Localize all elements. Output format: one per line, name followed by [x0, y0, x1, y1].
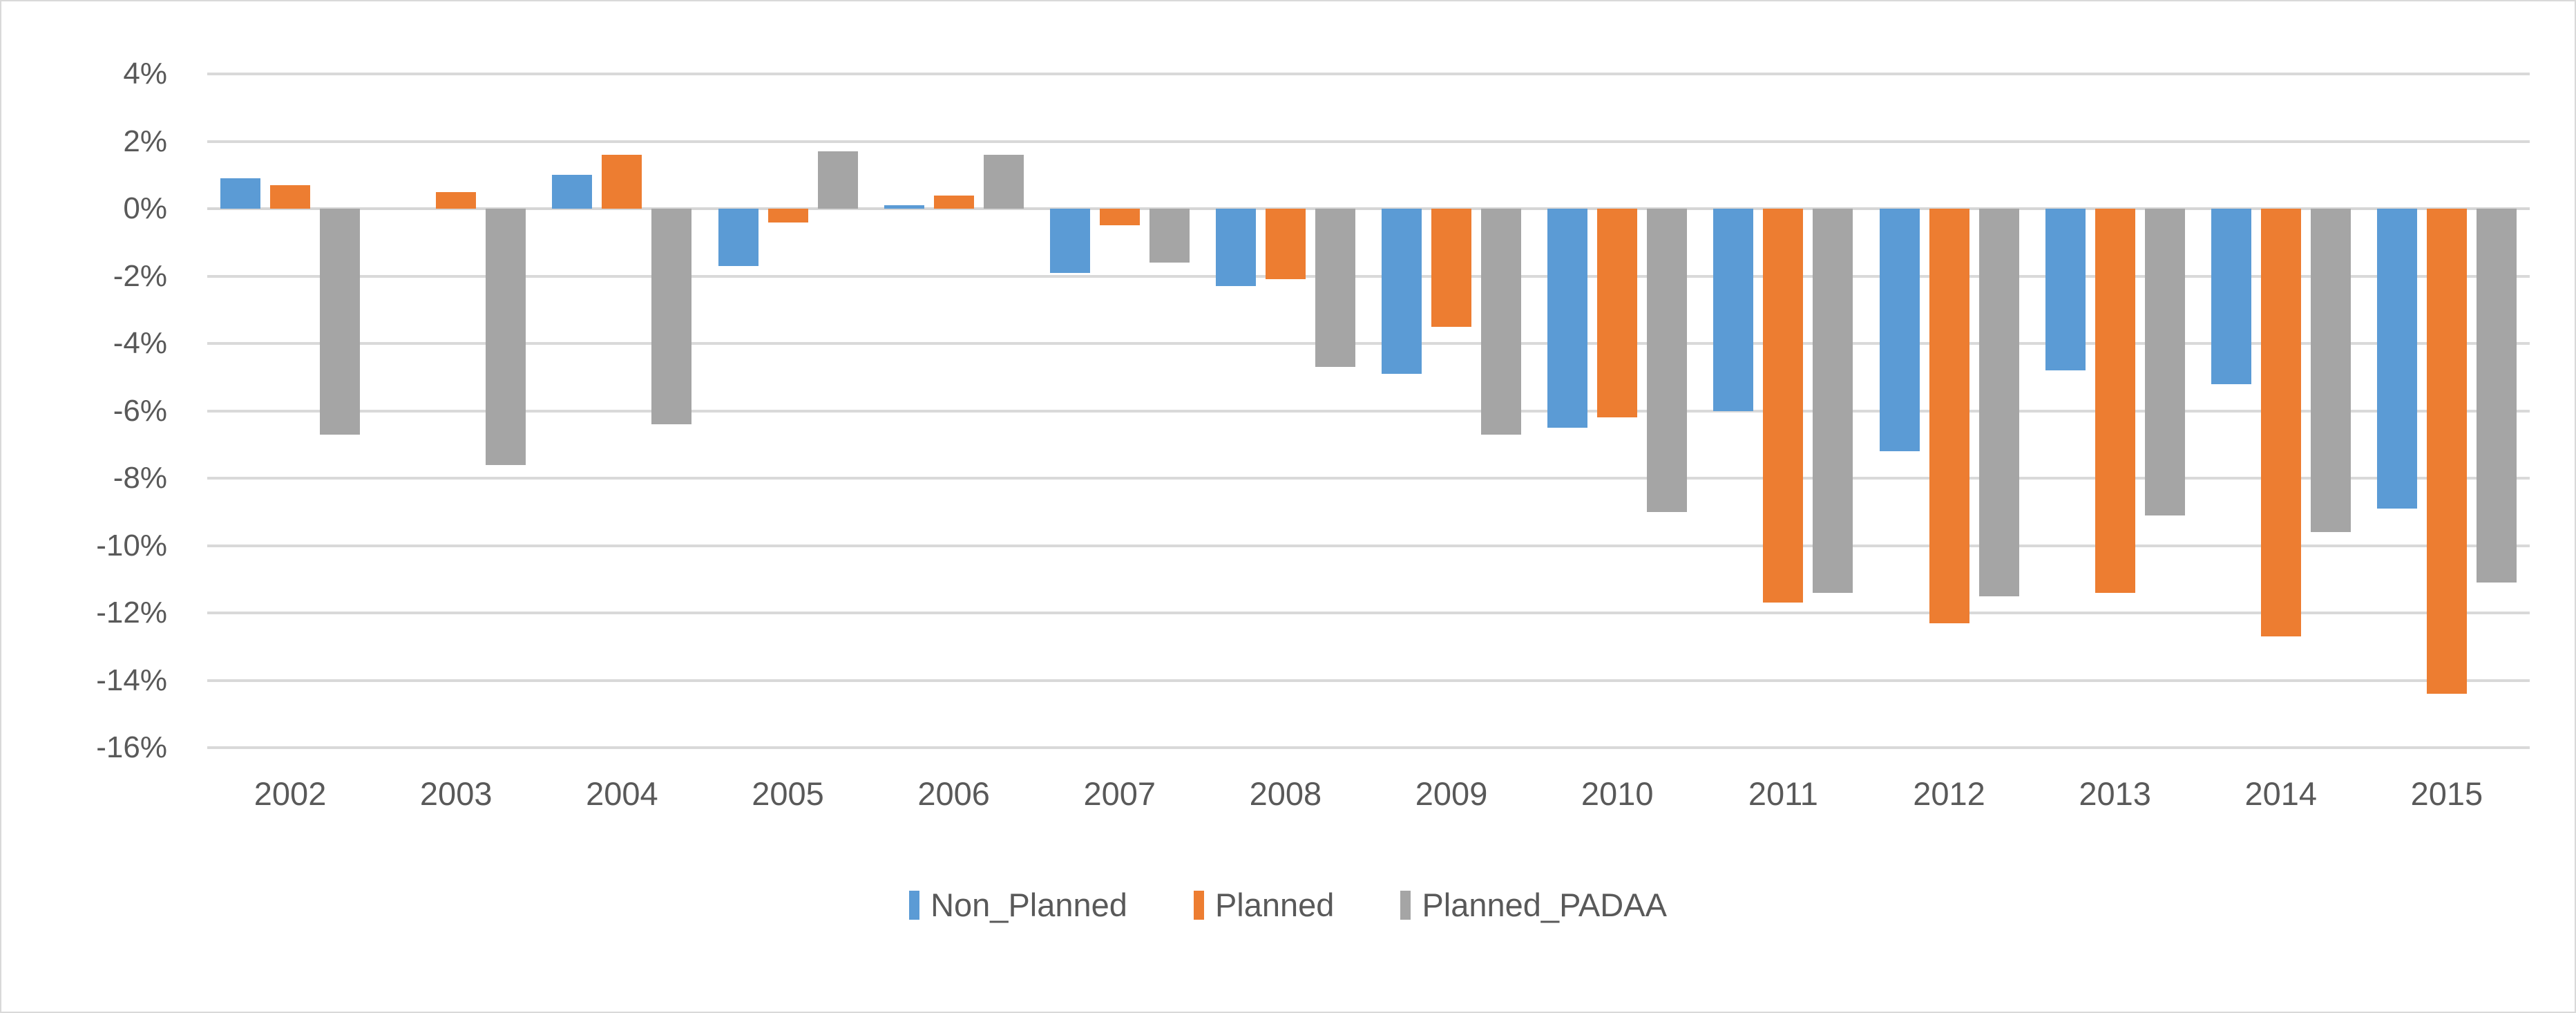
chart-legend: Non_Planned Planned Planned_PADAA	[1, 887, 2575, 923]
bar-non_planned-2012	[1879, 209, 1920, 451]
x-axis-label-2006: 2006	[917, 775, 990, 812]
bar-non_planned-2015	[2376, 209, 2417, 509]
bar-planned-2014	[2260, 209, 2301, 637]
legend-item-planned_padaa: Planned_PADAA	[1400, 887, 1667, 923]
x-axis-label-2004: 2004	[586, 775, 658, 812]
legend-label: Non_Planned	[931, 887, 1127, 923]
gridline	[207, 612, 2530, 614]
legend-label: Planned	[1214, 887, 1335, 923]
bar-planned_padaa-2010	[1647, 209, 1688, 512]
x-axis-label-2012: 2012	[1913, 775, 1985, 812]
bar-planned-2003	[436, 191, 477, 209]
gridline	[207, 140, 2530, 143]
bar-planned-2002	[270, 184, 311, 209]
bar-non_planned-2013	[2045, 209, 2086, 370]
bar-planned_padaa-2011	[1813, 209, 1853, 593]
y-tick-label: -12%	[96, 596, 167, 629]
bar-planned_padaa-2003	[486, 209, 526, 465]
bar-planned-2007	[1099, 209, 1140, 226]
bar-planned_padaa-2012	[1978, 209, 2019, 596]
bar-planned-2009	[1431, 209, 1472, 327]
x-axis-label-2007: 2007	[1083, 775, 1156, 812]
bar-planned_padaa-2002	[320, 209, 361, 435]
legend-item-planned: Planned	[1193, 887, 1335, 923]
bar-planned-2006	[933, 195, 974, 209]
zero-axis-line	[207, 207, 2530, 210]
gridline	[207, 544, 2530, 547]
bar-non_planned-2014	[2211, 209, 2251, 384]
x-axis-label-2002: 2002	[254, 775, 327, 812]
gridline	[207, 746, 2530, 749]
gridline	[207, 409, 2530, 413]
gridline	[207, 679, 2530, 682]
bar-non_planned-2011	[1713, 209, 1754, 411]
bar-non_planned-2002	[220, 178, 261, 209]
x-axis-label-2009: 2009	[1415, 775, 1488, 812]
y-tick-label: -14%	[96, 663, 167, 697]
bar-planned_padaa-2004	[651, 209, 692, 424]
x-axis-label-2015: 2015	[2410, 775, 2483, 812]
legend-marker-icon	[1400, 891, 1411, 920]
x-axis-label-2003: 2003	[419, 775, 493, 812]
bar-planned-2015	[2426, 209, 2467, 694]
bar-non_planned-2004	[552, 175, 593, 209]
bar-planned_padaa-2014	[2310, 209, 2351, 532]
y-tick-label: 2%	[123, 124, 167, 158]
legend-marker-icon	[909, 891, 920, 920]
x-axis-label-2008: 2008	[1249, 775, 1322, 812]
gridline	[207, 73, 2530, 75]
legend-item-non_planned: Non_Planned	[909, 887, 1127, 923]
y-tick-label: 4%	[123, 57, 167, 91]
bar-non_planned-2005	[718, 209, 759, 266]
bar-planned_padaa-2009	[1481, 209, 1522, 435]
x-axis-label-2014: 2014	[2244, 775, 2318, 812]
y-tick-label: -8%	[113, 461, 167, 495]
x-axis-label-2005: 2005	[752, 775, 824, 812]
x-axis-label-2013: 2013	[2079, 775, 2151, 812]
bar-non_planned-2006	[884, 205, 924, 209]
y-tick-label: 0%	[123, 191, 167, 225]
bar-planned-2012	[1929, 209, 1969, 623]
y-tick-label: -4%	[113, 326, 167, 360]
bar-non_planned-2007	[1049, 209, 1090, 273]
bar-planned_padaa-2008	[1315, 209, 1355, 368]
y-tick-label: -16%	[96, 730, 167, 764]
gridline	[207, 477, 2530, 480]
bar-planned_padaa-2006	[983, 155, 1024, 209]
bar-planned-2013	[2095, 209, 2135, 593]
y-tick-label: -10%	[96, 528, 167, 562]
bar-planned_padaa-2013	[2144, 209, 2185, 515]
bar-planned-2010	[1597, 209, 1638, 418]
y-tick-label: -6%	[113, 393, 167, 428]
legend-label: Planned_PADAA	[1422, 887, 1667, 923]
y-tick-label: -2%	[113, 258, 167, 293]
bar-planned_padaa-2007	[1149, 209, 1190, 263]
bar-non_planned-2008	[1215, 209, 1256, 287]
bar-planned-2008	[1265, 209, 1306, 280]
bar-non_planned-2009	[1382, 209, 1422, 374]
gridline	[207, 274, 2530, 278]
bar-non_planned-2010	[1547, 209, 1588, 428]
x-axis-label-2011: 2011	[1748, 775, 1818, 812]
legend-marker-icon	[1193, 891, 1204, 920]
bar-planned_padaa-2005	[817, 151, 858, 209]
gridline	[207, 342, 2530, 345]
bar-planned-2005	[767, 209, 808, 223]
bar-planned-2011	[1763, 209, 1804, 603]
x-axis-label-2010: 2010	[1581, 775, 1654, 812]
bar-planned_padaa-2015	[2476, 209, 2517, 583]
bar-planned-2004	[602, 155, 642, 209]
